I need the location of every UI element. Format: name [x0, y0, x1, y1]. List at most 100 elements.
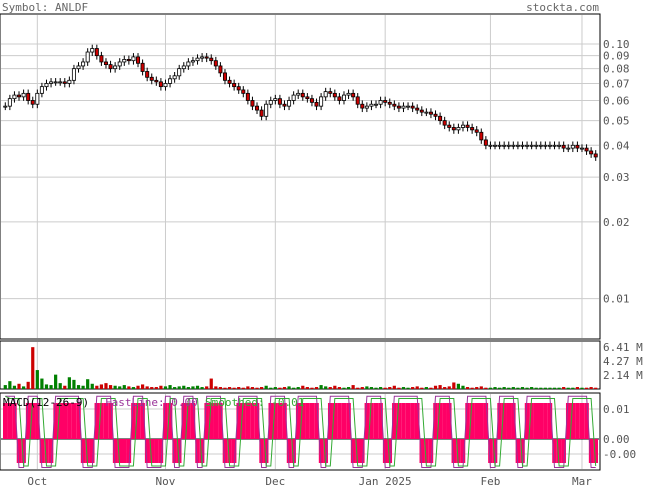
macd-lines [5, 395, 597, 468]
candle-body [195, 57, 200, 62]
candle-body [465, 124, 470, 128]
volume-bar [264, 385, 268, 389]
macd-hist-bar [584, 403, 589, 439]
volume-bar [397, 387, 401, 389]
macd-hist-bar [360, 439, 365, 463]
volume-bar [136, 385, 140, 389]
macd-hist-bar [25, 403, 31, 439]
macd-hist-bar [44, 439, 49, 463]
candle-body [282, 103, 287, 107]
macd-hist-bar [273, 403, 278, 439]
candle-body [419, 109, 424, 113]
volume-bar [108, 385, 113, 389]
price-tick-label: 0.02 [603, 216, 630, 229]
candle-body [85, 51, 90, 63]
macd-tick-label: 0.00 [603, 433, 630, 446]
candle-body [21, 92, 26, 98]
volume-bar [72, 379, 76, 389]
volume-bar [90, 383, 94, 389]
volume-bar [122, 385, 126, 389]
volume-bar [525, 387, 529, 389]
candle-body [181, 65, 186, 70]
volume-bar [282, 387, 287, 389]
candle-body [264, 103, 269, 117]
macd-hist-bar [140, 403, 145, 439]
volume-bar [534, 387, 538, 389]
volume-bar [433, 385, 438, 389]
volume-bar [520, 387, 525, 389]
volume-bar [35, 370, 39, 389]
macd-hist-bar [327, 403, 333, 439]
volume-bar [44, 384, 49, 389]
candle-body [433, 113, 438, 117]
macd-hist-bar [208, 403, 214, 439]
candle-body [319, 96, 324, 107]
volume-bar [539, 387, 543, 389]
candle-body [410, 105, 415, 109]
volume-bar [250, 387, 255, 389]
candle-body [369, 103, 374, 107]
macd-hist-bar [561, 439, 566, 463]
volume-tick-label: 4.27 M [603, 355, 643, 368]
volume-bar [351, 385, 355, 389]
macd-hist-bar [295, 403, 301, 439]
candle-body [245, 92, 250, 101]
candle-body [154, 79, 159, 83]
candle-body [12, 94, 17, 100]
macd-hist-bar [103, 403, 109, 439]
volume-bar [507, 387, 511, 389]
candle-body [200, 56, 205, 59]
macd-hist-bar [268, 403, 274, 439]
candle-body [575, 144, 580, 149]
candle-body [268, 100, 273, 105]
candle-body [493, 144, 498, 147]
volume-bar [305, 387, 309, 389]
volume-bar [511, 387, 515, 389]
volume-bar [342, 387, 346, 389]
macd-hist-bar [382, 439, 388, 463]
macd-hist-bar [245, 403, 251, 439]
macd-hist-bar [309, 403, 315, 439]
macd-hist-bar [259, 439, 264, 463]
macd-hist-bar [277, 403, 283, 439]
volume-bar [67, 377, 71, 389]
candle-body [300, 92, 305, 98]
volume-bar [470, 387, 474, 389]
volume-bar [173, 387, 177, 389]
volume-bar [292, 387, 296, 389]
candle-body [3, 105, 8, 108]
macd-hist-bar [218, 403, 223, 439]
volume-bar [392, 385, 396, 389]
candle-body [328, 91, 333, 94]
macd-hist-bar [122, 439, 127, 463]
price-tick-label: 0.10 [603, 38, 630, 51]
candle-body [222, 72, 227, 81]
macd-hist-bar [67, 403, 72, 439]
volume-bar [113, 385, 117, 389]
x-tick-label: Oct [27, 475, 47, 486]
macd-hist-bar [405, 403, 411, 439]
x-tick-label: Jan 2025 [359, 475, 412, 486]
candle-body [538, 144, 543, 147]
macd-hist-bar [460, 439, 466, 463]
candle-body [108, 64, 113, 70]
volume-bar [237, 387, 241, 389]
volume-panel-frame [0, 340, 601, 390]
volume-bar [296, 387, 300, 389]
volume-bar [259, 387, 264, 389]
macd-hist-bar [263, 439, 269, 463]
volume-bar [456, 383, 461, 389]
volume-bar [131, 387, 136, 389]
macd-hist-bar [442, 403, 447, 439]
grid-lines [1, 15, 599, 469]
macd-hist-bar [35, 403, 40, 439]
candle-body [67, 79, 72, 84]
volume-bar [310, 387, 314, 389]
candle-body [39, 86, 44, 94]
candle-body [547, 144, 552, 147]
candle-body [341, 94, 346, 101]
volume-bar [365, 386, 369, 389]
volume-bar [191, 386, 195, 389]
macd-hist-bar [414, 403, 420, 439]
candle-body [277, 98, 282, 105]
